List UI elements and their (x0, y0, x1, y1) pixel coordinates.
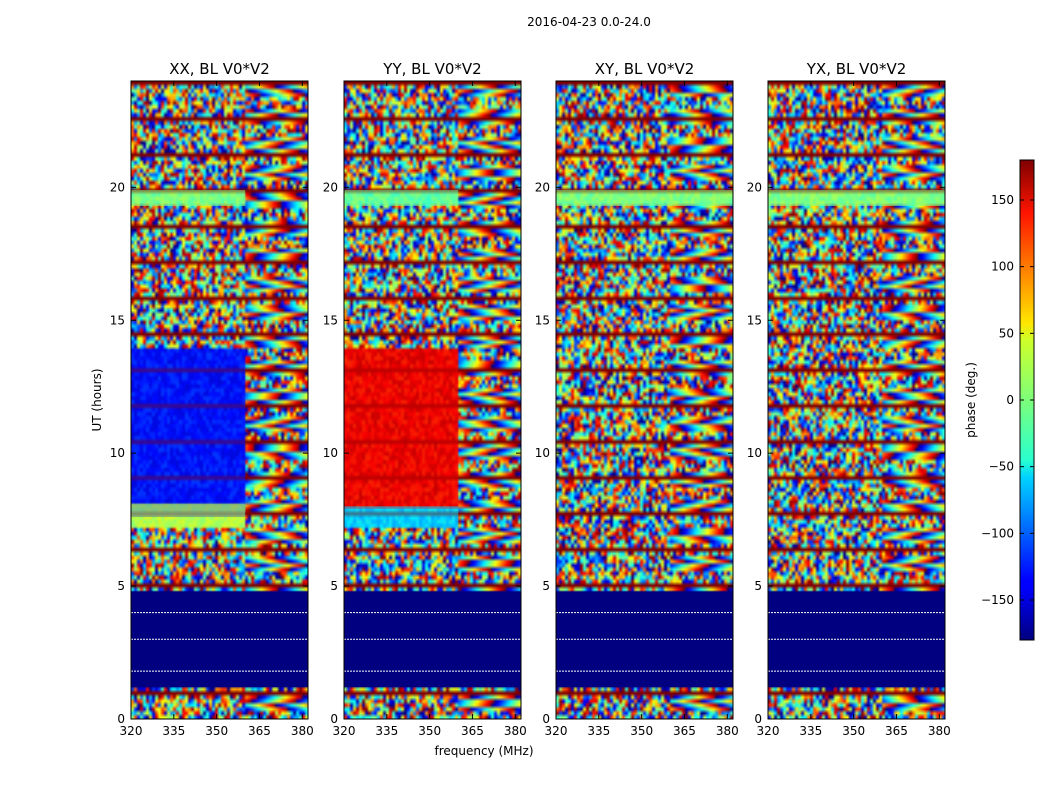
x-tick-label: 335 (587, 724, 610, 738)
panel-region-2 (344, 506, 459, 528)
panel-title: YX, BL V0*V2 (806, 60, 907, 78)
y-tick-label: 0 (330, 712, 338, 726)
y-tick-label: 15 (747, 313, 762, 327)
y-tick-label: 15 (110, 313, 125, 327)
x-tick-label: 320 (545, 724, 568, 738)
x-tick-label: 380 (928, 724, 951, 738)
y-tick-label: 5 (754, 579, 762, 593)
y-tick-label: 15 (323, 313, 338, 327)
y-tick-label: 10 (747, 446, 762, 460)
panel-title: XX, BL V0*V2 (169, 60, 270, 78)
y-tick-label: 20 (747, 180, 762, 194)
x-tick-label: 365 (673, 724, 696, 738)
x-tick-label: 335 (162, 724, 185, 738)
x-tick-label: 350 (205, 724, 228, 738)
x-tick-label: 320 (757, 724, 780, 738)
x-tick-label: 320 (333, 724, 356, 738)
colorbar-tick-label: 50 (999, 326, 1014, 340)
colorbar-tick-label: 0 (1006, 393, 1014, 407)
colorbar: phase (deg.) −150 −100 −50 0 50 100 150 (964, 159, 1035, 641)
x-tick-label: 350 (842, 724, 865, 738)
x-tick-label: 350 (630, 724, 653, 738)
y-tick-label: 5 (542, 579, 550, 593)
colorbar-tick-label: 150 (991, 193, 1014, 207)
x-tick-label: 350 (418, 724, 441, 738)
y-tick-label: 0 (117, 712, 125, 726)
panel-region-1 (556, 189, 733, 206)
panel-region-1 (344, 349, 459, 509)
x-tick-label: 365 (461, 724, 484, 738)
panel-frame (130, 80, 309, 720)
y-tick-label: 20 (535, 180, 550, 194)
x-tick-label: 380 (716, 724, 739, 738)
panel-4: YX, BL V0*V2 320 335 350 365 380 0 5 10 15 20 (747, 60, 951, 738)
panel-2: YY, BL V0*V2 320 335 350 365 380 0 5 10 15 20 (323, 60, 527, 738)
y-tick-label: 0 (542, 712, 550, 726)
panel-frame (343, 80, 522, 720)
colorbar-tick-label: −150 (981, 593, 1014, 607)
x-axis-label: frequency (MHz) (434, 744, 533, 758)
panel-title: XY, BL V0*V2 (595, 60, 695, 78)
x-tick-label: 335 (375, 724, 398, 738)
panel-3: XY, BL V0*V2 320 335 350 365 380 0 5 10 15 20 (535, 60, 739, 738)
y-tick-label: 10 (323, 446, 338, 460)
y-tick-label: 15 (535, 313, 550, 327)
colorbar-tick-label: −100 (981, 526, 1014, 540)
x-tick-label: 365 (885, 724, 908, 738)
x-tick-label: 380 (504, 724, 527, 738)
figure-suptitle: 2016-04-23 0.0-24.0 (527, 15, 651, 29)
colorbar-label: phase (deg.) (964, 362, 978, 438)
y-tick-label: 20 (323, 180, 338, 194)
panel-frame (555, 80, 734, 720)
panel-region-3 (344, 189, 459, 206)
panel-region-1 (131, 349, 246, 517)
panel-region-3 (131, 189, 246, 206)
x-tick-label: 335 (799, 724, 822, 738)
y-tick-label: 5 (330, 579, 338, 593)
panel-region-1 (768, 189, 945, 206)
panel-region-2 (131, 503, 246, 528)
panel-1: XX, BL V0*V2 320 335 350 365 380 0 5 10 15 20 (110, 60, 314, 738)
panel-title: YY, BL V0*V2 (382, 60, 481, 78)
x-tick-label: 320 (120, 724, 143, 738)
y-tick-label: 20 (110, 180, 125, 194)
panel-frame (767, 80, 946, 720)
y-tick-label: 0 (754, 712, 762, 726)
y-axis-label: UT (hours) (90, 368, 104, 431)
y-tick-label: 5 (117, 579, 125, 593)
y-tick-label: 10 (535, 446, 550, 460)
x-tick-label: 365 (248, 724, 271, 738)
x-tick-label: 380 (291, 724, 314, 738)
colorbar-tick-label: −50 (989, 460, 1014, 474)
y-tick-label: 10 (110, 446, 125, 460)
colorbar-tick-label: 100 (991, 260, 1014, 274)
